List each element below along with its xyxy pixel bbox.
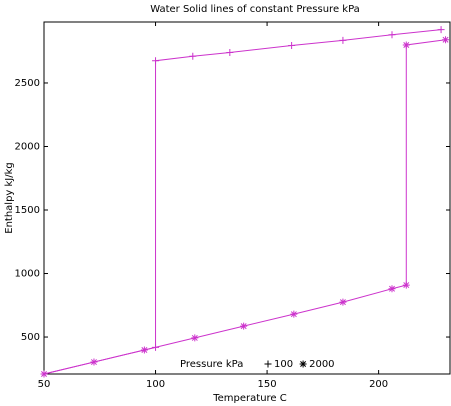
- y-axis-label: Enthalpy kJ/kg: [4, 162, 15, 234]
- x-tick-label: 100: [146, 379, 165, 390]
- x-axis-label: Temperature C: [212, 393, 287, 404]
- plot-frame: [43, 21, 451, 375]
- y-tick-label: 2000: [15, 141, 40, 152]
- data-point: [189, 52, 197, 60]
- data-point: [437, 26, 445, 34]
- data-point: [442, 36, 450, 44]
- x-tick-label: 200: [369, 379, 388, 390]
- series-line: [43, 39, 446, 375]
- y-tick-label: 2500: [15, 78, 40, 89]
- x-tick-label: 150: [258, 379, 277, 390]
- data-point: [388, 285, 396, 293]
- data-point: [288, 42, 296, 50]
- y-tick-label: 500: [21, 332, 40, 343]
- legend-marker: [264, 360, 272, 368]
- x-tick-label: 50: [38, 379, 51, 390]
- y-tick-label: 1500: [15, 205, 40, 216]
- data-point: [90, 358, 98, 366]
- data-point: [388, 31, 396, 39]
- data-point: [191, 334, 199, 342]
- data-point: [402, 281, 410, 289]
- data-point: [339, 36, 347, 44]
- data-point: [290, 310, 298, 318]
- data-point: [226, 48, 234, 56]
- data-point: [152, 57, 160, 65]
- data-point: [339, 298, 347, 306]
- legend-marker: [299, 360, 307, 368]
- legend-label: 100: [274, 359, 293, 370]
- legend-label: 2000: [309, 359, 334, 370]
- legend-title: Pressure kPa: [180, 359, 243, 370]
- data-point: [240, 322, 248, 330]
- data-point: [140, 346, 148, 354]
- chart-title: Water Solid lines of constant Pressure k…: [150, 4, 360, 15]
- y-tick-label: 1000: [15, 269, 40, 280]
- series-line: [43, 29, 442, 375]
- data-point: [40, 370, 48, 378]
- data-point: [402, 41, 410, 49]
